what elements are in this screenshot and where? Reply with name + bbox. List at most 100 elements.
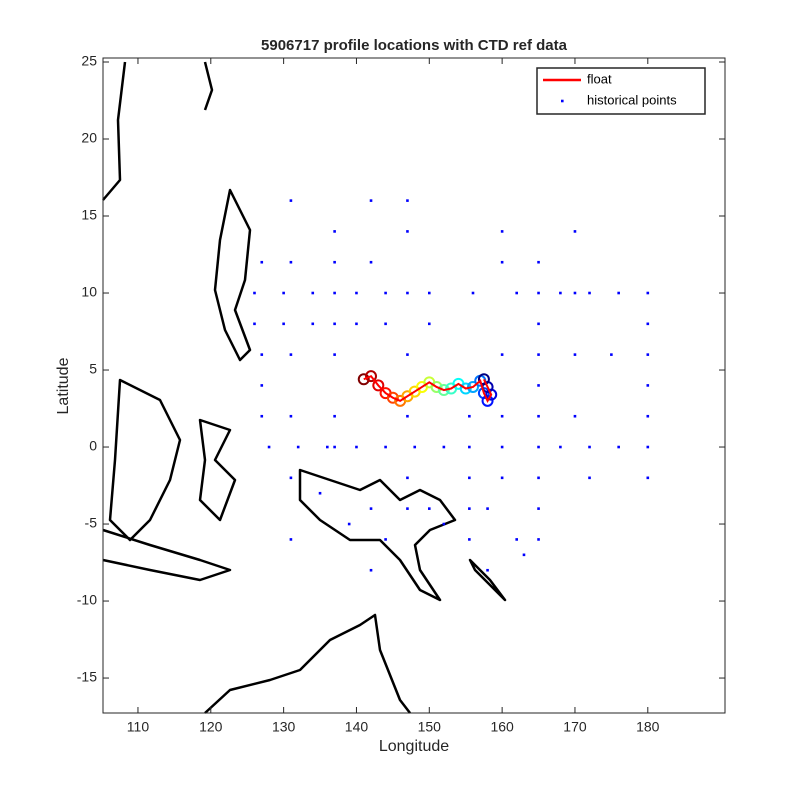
x-tick-label: 180 xyxy=(636,719,660,735)
historical-point xyxy=(442,522,446,526)
historical-point xyxy=(559,445,562,449)
historical-point xyxy=(646,322,650,326)
y-tick-label: 20 xyxy=(81,130,97,146)
historical-point xyxy=(610,353,613,356)
historical-point xyxy=(500,414,504,418)
y-tick-label: 15 xyxy=(81,207,97,223)
historical-point xyxy=(646,353,650,356)
historical-point xyxy=(369,568,373,572)
historical-point xyxy=(384,322,387,326)
historical-point xyxy=(289,353,293,356)
historical-point xyxy=(617,291,620,295)
y-tick-label: 25 xyxy=(81,53,97,69)
historical-point xyxy=(522,553,526,557)
historical-point xyxy=(318,491,322,495)
historical-point xyxy=(537,445,540,449)
historical-point xyxy=(296,445,300,449)
historical-point xyxy=(260,353,264,356)
historical-point xyxy=(355,322,358,326)
historical-point xyxy=(468,538,471,541)
historical-point xyxy=(289,260,293,264)
historical-point xyxy=(289,414,293,418)
y-axis-label: Latitude xyxy=(55,357,72,414)
x-tick-label: 110 xyxy=(127,719,150,735)
x-tick-label: 130 xyxy=(272,719,296,735)
coastline xyxy=(102,528,232,582)
coastline xyxy=(204,613,411,714)
historical-point xyxy=(406,414,409,418)
historical-point xyxy=(537,538,540,541)
historical-point xyxy=(486,507,489,510)
historical-point xyxy=(355,291,358,295)
historical-point xyxy=(500,230,504,233)
historical-point xyxy=(588,291,591,295)
coastline xyxy=(203,61,214,111)
historical-point xyxy=(646,291,650,295)
historical-point xyxy=(333,260,336,264)
historical-point xyxy=(468,414,471,418)
historical-point xyxy=(289,199,293,202)
historical-point xyxy=(537,291,540,295)
y-tick-label: 10 xyxy=(81,284,97,300)
profile-marker xyxy=(372,379,385,392)
x-tick-label: 150 xyxy=(418,719,442,735)
historical-point xyxy=(267,445,271,449)
historical-point xyxy=(260,384,264,387)
historical-point xyxy=(646,384,650,387)
coastline xyxy=(198,418,237,522)
legend-box xyxy=(536,67,706,115)
profile-marker xyxy=(357,373,370,386)
historical-point xyxy=(471,291,475,295)
historical-point xyxy=(289,476,293,480)
historical-point xyxy=(282,322,285,326)
historical-point xyxy=(333,291,336,295)
profile-marker xyxy=(466,380,479,393)
historical-point xyxy=(406,507,409,510)
historical-point xyxy=(500,353,504,356)
historical-point xyxy=(537,384,540,387)
legend-label: historical points xyxy=(587,92,677,107)
data-layer xyxy=(253,199,650,572)
historical-point xyxy=(537,322,540,326)
historical-point xyxy=(406,353,409,356)
historical-point xyxy=(515,291,518,295)
historical-point xyxy=(500,445,504,449)
historical-point xyxy=(260,414,264,418)
historical-point xyxy=(646,445,650,449)
historical-point xyxy=(427,322,431,326)
historical-point xyxy=(486,568,489,572)
profile-marker xyxy=(430,380,443,393)
chart-title: 5906717 profile locations with CTD ref d… xyxy=(261,37,568,54)
historical-point xyxy=(588,476,591,480)
x-tick-label: 120 xyxy=(199,719,223,735)
profile-marker xyxy=(481,394,494,407)
historical-point xyxy=(333,322,336,326)
historical-point xyxy=(537,353,540,356)
historical-point xyxy=(384,291,387,295)
profile-marker xyxy=(459,382,472,395)
historical-point xyxy=(369,507,373,510)
historical-point xyxy=(311,291,315,295)
historical-point xyxy=(537,414,540,418)
historical-point xyxy=(384,538,387,541)
profile-marker xyxy=(386,391,399,404)
historical-point xyxy=(333,230,336,233)
historical-point xyxy=(559,291,562,295)
x-tick-label: 140 xyxy=(345,719,369,735)
historical-point xyxy=(333,445,336,449)
historical-point xyxy=(347,522,351,526)
historical-point xyxy=(573,291,577,295)
profile-marker xyxy=(477,373,490,386)
historical-point xyxy=(573,353,577,356)
historical-point xyxy=(289,538,293,541)
legend-swatch xyxy=(561,99,564,103)
historical-point xyxy=(355,445,358,449)
historical-point xyxy=(617,445,620,449)
axes-box xyxy=(102,57,726,714)
historical-point xyxy=(413,445,417,449)
coastlines xyxy=(102,61,507,714)
historical-point xyxy=(406,291,409,295)
historical-point xyxy=(588,445,591,449)
historical-point xyxy=(406,230,409,233)
coastline xyxy=(102,61,127,201)
